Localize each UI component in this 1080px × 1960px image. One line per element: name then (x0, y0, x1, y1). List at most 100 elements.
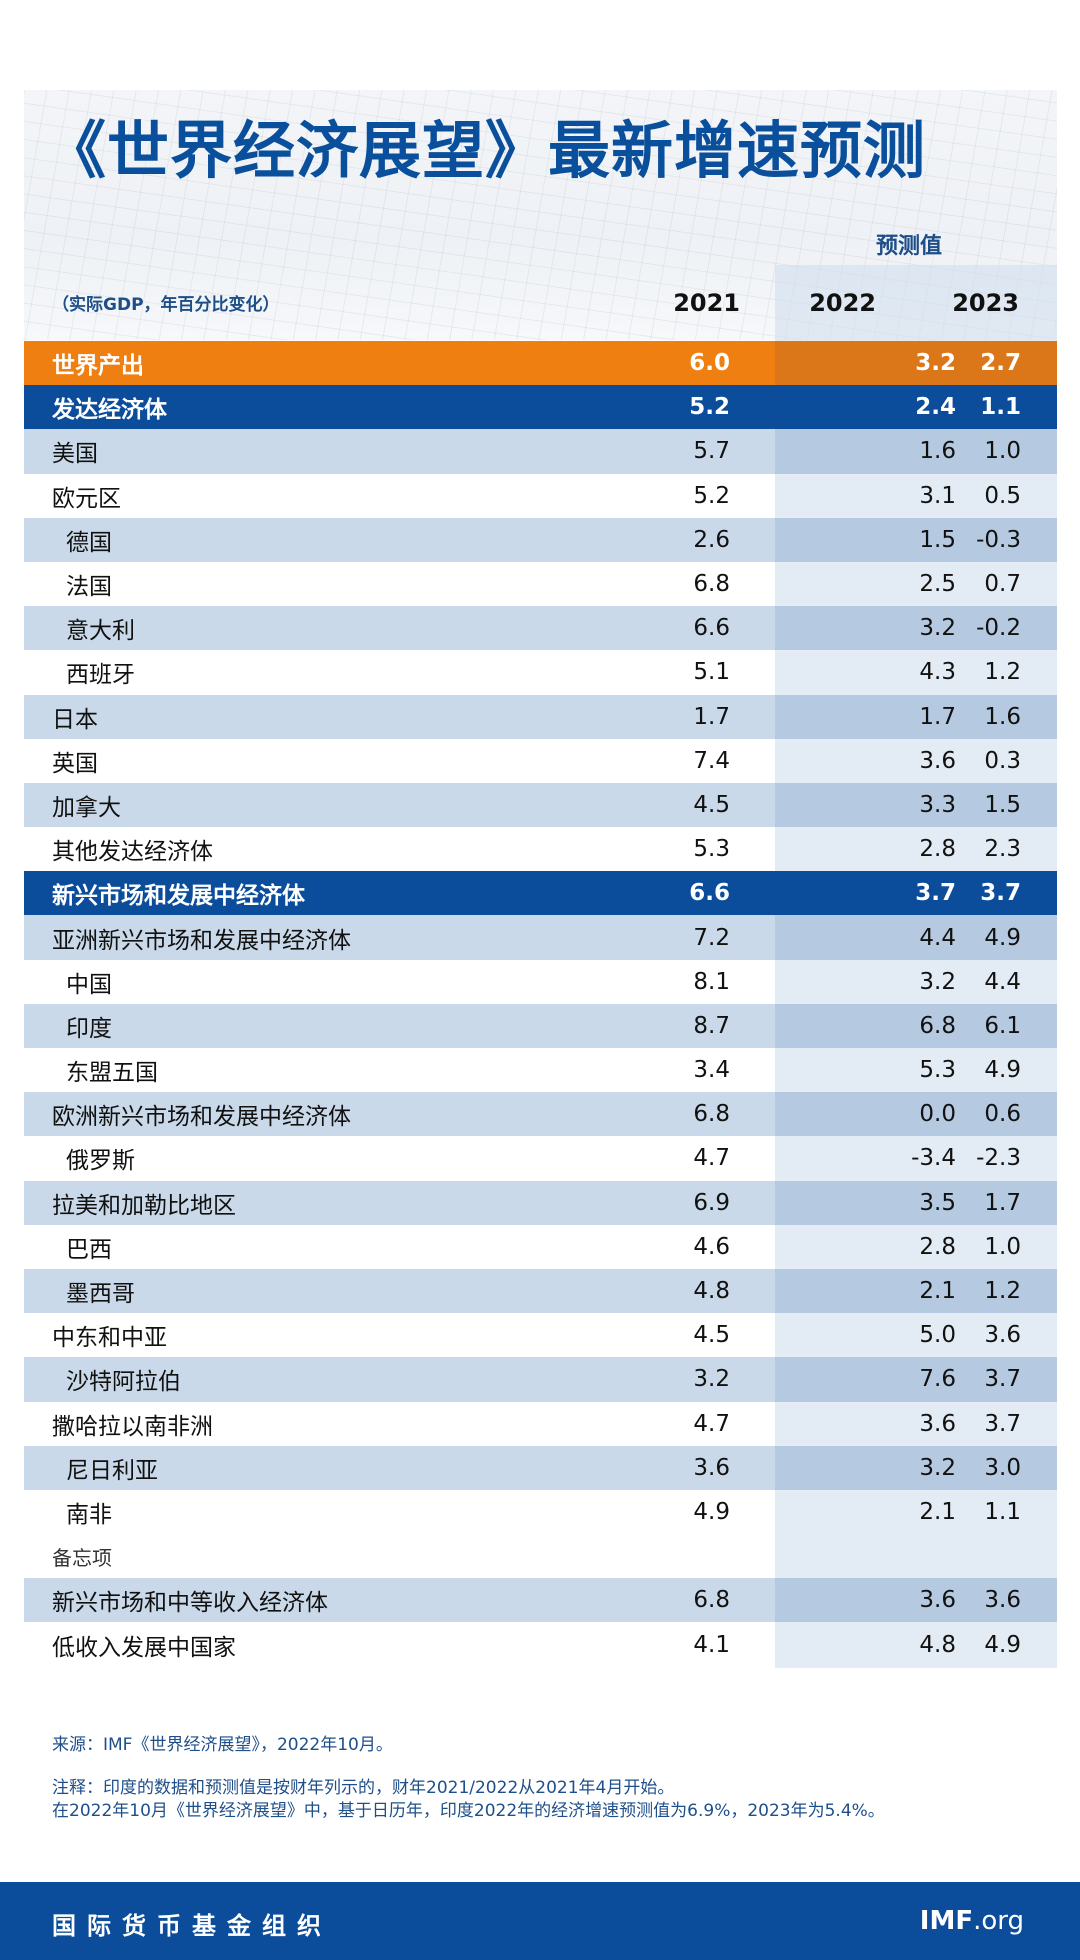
column-header-2022: 2022 (809, 289, 876, 317)
value-2023: -0.3 (976, 526, 1021, 553)
value-2021: 5.3 (693, 836, 730, 863)
row-label: 加拿大 (52, 794, 121, 821)
value-2023: 1.2 (984, 659, 1021, 686)
page-title: 《世界经济展望》最新增速预测 (44, 114, 927, 187)
row-label: 法国 (66, 574, 112, 601)
value-2022: 1.6 (919, 438, 956, 465)
table-row: 世界产出 6.0 3.2 2.7 (24, 341, 1057, 386)
value-2021: 5.7 (693, 438, 730, 465)
value-2022: 2.5 (919, 571, 956, 598)
forecast-cell-bg (775, 561, 1057, 607)
table-row: 沙特阿拉伯 3.2 7.6 3.7 (24, 1357, 1057, 1402)
value-2021: 2.6 (693, 526, 730, 553)
row-label: 俄罗斯 (66, 1148, 135, 1175)
table-row: 备忘项 (24, 1534, 1057, 1579)
value-2022: 4.8 (919, 1631, 956, 1658)
row-label: 亚洲新兴市场和发展中经济体 (52, 927, 351, 954)
row-label: 其他发达经济体 (52, 839, 213, 866)
row-label: 东盟五国 (66, 1060, 158, 1087)
row-label: 欧元区 (52, 485, 121, 512)
row-label: 中国 (66, 971, 112, 998)
forecast-label: 预测值 (876, 234, 943, 259)
value-2021: 5.2 (689, 394, 730, 421)
table-row: 美国 5.7 1.6 1.0 (24, 429, 1057, 474)
value-2021: 4.1 (693, 1631, 730, 1658)
value-2021: 7.2 (693, 924, 730, 951)
value-2022: 3.2 (919, 1454, 956, 1481)
value-2022: 3.7 (915, 880, 956, 907)
value-2022: 1.7 (919, 703, 956, 730)
value-2021: 4.6 (693, 1233, 730, 1260)
value-2023: 1.6 (984, 703, 1021, 730)
value-2022: -3.4 (911, 1145, 956, 1172)
value-2023: 1.1 (980, 394, 1021, 421)
table-row: 拉美和加勒比地区 6.9 3.5 1.7 (24, 1180, 1057, 1225)
value-2021: 6.8 (693, 1101, 730, 1128)
forecast-cell-bg (775, 1622, 1057, 1667)
imf-site-link[interactable]: IMF.org (920, 1906, 1024, 1936)
value-2023: -2.3 (976, 1145, 1021, 1172)
row-label: 中东和中亚 (52, 1325, 167, 1352)
value-2023: 1.0 (984, 438, 1021, 465)
value-2021: 1.7 (693, 703, 730, 730)
table-row: 德国 2.6 1.5 -0.3 (24, 517, 1057, 562)
table-row: 巴西 4.6 2.8 1.0 (24, 1224, 1057, 1269)
value-2023: 3.7 (984, 1366, 1021, 1393)
forecast-cell-bg (775, 782, 1057, 828)
row-label: 低收入发展中国家 (52, 1634, 236, 1661)
value-2021: 6.0 (689, 350, 730, 377)
forecast-cell-bg (775, 1357, 1057, 1402)
forecast-cell-bg (775, 1401, 1057, 1446)
value-2023: 2.7 (980, 350, 1021, 377)
value-2023: 3.7 (980, 880, 1021, 907)
forecast-cell-bg (775, 517, 1057, 562)
table-row: 尼日利亚 3.6 3.2 3.0 (24, 1445, 1057, 1490)
row-label: 新兴市场和中等收入经济体 (52, 1590, 328, 1617)
value-2023: 3.0 (984, 1454, 1021, 1481)
value-2022: 0.0 (919, 1101, 956, 1128)
value-2021: 4.5 (693, 1322, 730, 1349)
row-label: 世界产出 (52, 353, 144, 380)
forecast-cell-bg (775, 959, 1057, 1004)
value-2022: 3.6 (919, 747, 956, 774)
forecast-cell-bg (775, 915, 1057, 960)
value-2023: 4.9 (984, 1631, 1021, 1658)
row-label: 西班牙 (66, 662, 135, 689)
table-row: 南非 4.9 2.1 1.1 (24, 1489, 1057, 1535)
table-row: 亚洲新兴市场和发展中经济体 7.2 4.4 4.9 (24, 915, 1057, 960)
table-row: 新兴市场和中等收入经济体 6.8 3.6 3.6 (24, 1578, 1057, 1623)
value-2023: 1.1 (984, 1498, 1021, 1525)
value-2023: 2.3 (984, 836, 1021, 863)
value-2023: 0.3 (984, 747, 1021, 774)
row-label: 欧洲新兴市场和发展中经济体 (52, 1104, 351, 1131)
row-label: 墨西哥 (66, 1281, 135, 1308)
value-2023: 0.7 (984, 571, 1021, 598)
value-2021: 6.8 (693, 1587, 730, 1614)
forecast-cell-bg (775, 1224, 1057, 1269)
growth-table: 世界产出 6.0 3.2 2.7 发达经济体 5.2 2.4 1.1 美国 5.7 1.6 1.0 欧元… (24, 341, 1057, 1667)
source-note: 来源：IMF《世界经济展望》，2022年10月。 (52, 1735, 393, 1755)
value-2023: 6.1 (984, 1012, 1021, 1039)
value-2022: 2.1 (919, 1278, 956, 1305)
value-2022: 3.6 (919, 1410, 956, 1437)
value-2021: 4.8 (693, 1278, 730, 1305)
row-label: 日本 (52, 706, 98, 733)
value-2022: 3.3 (919, 791, 956, 818)
value-2022: 7.6 (919, 1366, 956, 1393)
value-2022: 4.3 (919, 659, 956, 686)
forecast-cell-bg (775, 827, 1057, 872)
value-2021: 7.4 (693, 747, 730, 774)
table-row: 加拿大 4.5 3.3 1.5 (24, 782, 1057, 828)
footnote-line-2: 在2022年10月《世界经济展望》中，基于日历年，印度2022年的经济增速预测值… (52, 1801, 885, 1821)
table-row: 东盟五国 3.4 5.3 4.9 (24, 1048, 1057, 1093)
forecast-cell-bg (775, 738, 1057, 783)
table-row: 低收入发展中国家 4.1 4.8 4.9 (24, 1622, 1057, 1667)
table-row: 意大利 6.6 3.2 -0.2 (24, 606, 1057, 651)
row-label: 巴西 (66, 1236, 112, 1263)
value-2021: 6.6 (689, 880, 730, 907)
value-2021: 6.8 (693, 571, 730, 598)
table-row: 发达经济体 5.2 2.4 1.1 (24, 385, 1057, 430)
value-2021: 4.5 (693, 791, 730, 818)
row-label: 新兴市场和发展中经济体 (52, 883, 305, 910)
value-2021: 4.9 (693, 1498, 730, 1525)
